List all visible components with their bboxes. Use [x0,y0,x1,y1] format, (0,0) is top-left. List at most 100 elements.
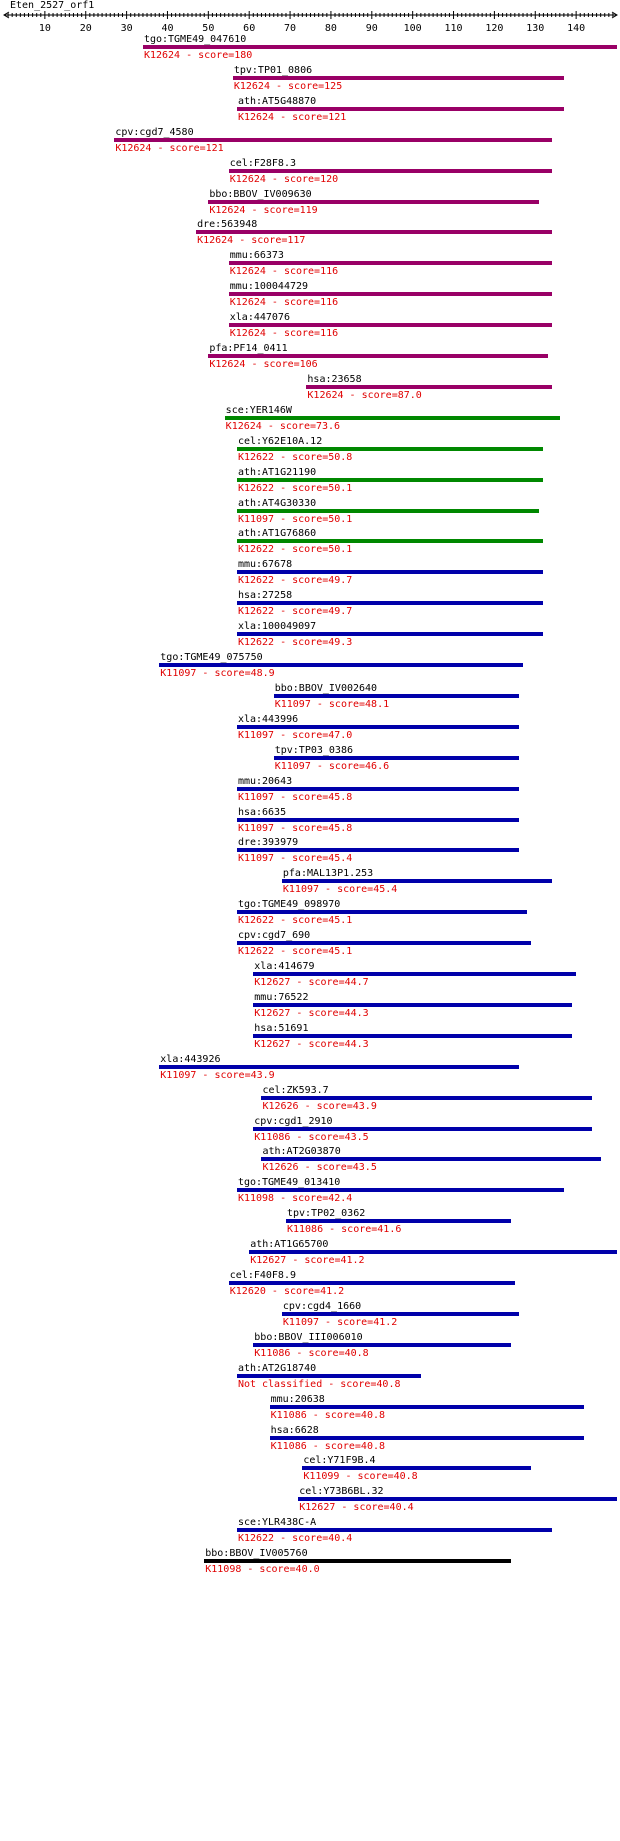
hit-alignment-bar[interactable] [236,724,519,729]
hit-gene-link[interactable]: xla:443996 [237,713,299,725]
hit-alignment-bar[interactable] [273,693,519,698]
hit-ko-score-link[interactable]: K12626 - score=43.5 [262,1162,377,1174]
hit-gene-link[interactable]: hsa:51691 [254,1022,309,1034]
hit-ko-score-link[interactable]: K11086 - score=41.6 [286,1224,402,1236]
hit-alignment-bar[interactable] [302,1466,532,1471]
hit-gene-link[interactable]: dre:393979 [237,837,299,849]
hit-gene-link[interactable]: bbo:BBOV_III006010 [254,1331,363,1343]
hit-alignment-bar[interactable] [204,1559,511,1564]
hit-alignment-bar[interactable] [261,1095,593,1100]
hit-gene-link[interactable]: sce:YER146W [225,404,292,416]
hit-alignment-bar[interactable] [236,1528,552,1533]
hit-gene-link[interactable]: mmu:66373 [229,250,284,262]
hit-ko-score-link[interactable]: K12624 - score=125 [233,80,343,92]
hit-alignment-bar[interactable] [228,292,552,297]
hit-ko-score-link[interactable]: K12622 - score=45.1 [237,946,353,958]
hit-gene-link[interactable]: tgo:TGME49_013410 [237,1177,341,1189]
hit-gene-link[interactable]: mmu:76522 [254,991,309,1003]
hit-ko-score-link[interactable]: K12627 - score=44.7 [254,977,369,988]
hit-ko-score-link[interactable]: K12624 - score=87.0 [307,389,422,401]
hit-alignment-bar[interactable] [249,1250,617,1255]
hit-alignment-bar[interactable] [196,230,552,235]
hit-alignment-bar[interactable] [159,1064,519,1069]
hit-alignment-bar[interactable] [236,477,544,482]
hit-ko-score-link[interactable]: K11097 - score=45.4 [282,884,398,896]
hit-ko-score-link[interactable]: K12624 - score=120 [229,173,339,185]
hit-gene-link[interactable]: bbo:BBOV_IV002640 [274,682,378,694]
hit-gene-link[interactable]: dre:563948 [197,219,258,231]
hit-ko-score-link[interactable]: K11097 - score=43.9 [160,1069,275,1081]
hit-alignment-bar[interactable] [298,1497,617,1502]
hit-gene-link[interactable]: bbo:BBOV_IV005760 [205,1548,308,1560]
hit-alignment-bar[interactable] [228,1281,515,1285]
hit-gene-link[interactable]: pfa:PF14_0411 [209,343,288,354]
hit-ko-score-link[interactable]: K12622 - score=49.3 [237,637,353,649]
hit-alignment-bar[interactable] [236,941,532,946]
hit-gene-link[interactable]: hsa:6628 [270,1424,319,1436]
hit-gene-link[interactable]: cel:F40F8.9 [229,1270,296,1281]
hit-gene-link[interactable]: ath:AT1G76860 [237,528,317,540]
hit-alignment-bar[interactable] [236,848,519,853]
hit-alignment-bar[interactable] [253,1033,573,1038]
hit-gene-link[interactable]: mmu:20638 [270,1393,325,1405]
hit-ko-score-link[interactable]: K11097 - score=46.6 [274,760,390,772]
hit-alignment-bar[interactable] [236,601,544,606]
hit-alignment-bar[interactable] [269,1404,585,1409]
hit-ko-score-link[interactable]: K12627 - score=41.2 [250,1255,365,1267]
hit-ko-score-link[interactable]: K11097 - score=45.8 [237,822,353,834]
hit-alignment-bar[interactable] [208,199,540,204]
hit-ko-score-link[interactable]: K12627 - score=44.3 [254,1038,369,1050]
hit-gene-link[interactable]: tpv:TP01_0806 [233,64,313,76]
hit-ko-score-link[interactable]: K12624 - score=116 [229,297,339,309]
hit-ko-score-link[interactable]: K12624 - score=73.6 [225,420,341,432]
hit-ko-score-link[interactable]: K11086 - score=43.5 [254,1131,369,1143]
hit-ko-score-link[interactable]: K11086 - score=40.8 [270,1409,386,1421]
hit-alignment-bar[interactable] [228,168,552,173]
hit-ko-score-link[interactable]: K11097 - score=45.8 [237,791,353,803]
hit-ko-score-link[interactable]: K12622 - score=45.1 [237,915,353,927]
hit-alignment-bar[interactable] [236,817,519,822]
hit-alignment-bar[interactable] [236,786,519,791]
hit-alignment-bar[interactable] [228,323,552,328]
hit-gene-link[interactable]: cel:Y73B6BL.32 [299,1486,384,1498]
hit-ko-score-link[interactable]: K11097 - score=41.2 [282,1316,398,1328]
hit-gene-link[interactable]: bbo:BBOV_IV009630 [209,188,312,200]
hit-gene-link[interactable]: xla:447076 [229,312,290,324]
hit-gene-link[interactable]: tpv:TP02_0362 [286,1208,366,1220]
hit-ko-score-link[interactable]: K11086 - score=40.8 [254,1347,369,1359]
hit-ko-score-link[interactable]: K11086 - score=40.8 [270,1440,386,1452]
hit-alignment-bar[interactable] [236,632,544,637]
hit-ko-score-link[interactable]: K11097 - score=45.4 [237,853,353,865]
hit-ko-score-link[interactable]: K12620 - score=41.2 [229,1286,345,1297]
hit-alignment-bar[interactable] [236,1373,421,1378]
hit-ko-score-link[interactable]: K12622 - score=50.8 [237,451,353,463]
hit-ko-score-link[interactable]: Not classified - score=40.8 [237,1378,401,1390]
hit-ko-score-link[interactable]: K12624 - score=116 [229,328,339,340]
hit-gene-link[interactable]: tgo:TGME49_047610 [143,34,247,45]
hit-gene-link[interactable]: xla:443926 [160,1053,221,1065]
hit-gene-link[interactable]: ath:AT5G48870 [237,95,317,107]
hit-ko-score-link[interactable]: K12627 - score=44.3 [254,1007,369,1019]
hit-gene-link[interactable]: cpv:cgd1_2910 [254,1115,333,1127]
hit-alignment-bar[interactable] [232,75,564,80]
hit-gene-link[interactable]: tpv:TP03_0386 [274,744,353,756]
hit-alignment-bar[interactable] [236,1188,564,1193]
hit-alignment-bar[interactable] [228,261,552,266]
hit-ko-score-link[interactable]: K12624 - score=180 [143,50,253,61]
hit-ko-score-link[interactable]: K11097 - score=48.9 [160,668,275,679]
hit-alignment-bar[interactable] [269,1435,585,1440]
hit-gene-link[interactable]: mmu:67678 [237,559,293,571]
hit-gene-link[interactable]: hsa:27258 [237,590,293,602]
hit-ko-score-link[interactable]: K12622 - score=40.4 [237,1533,353,1545]
hit-ko-score-link[interactable]: K12624 - score=106 [209,359,318,370]
hit-gene-link[interactable]: cel:ZK593.7 [262,1084,329,1096]
hit-alignment-bar[interactable] [236,910,528,915]
hit-gene-link[interactable]: cel:Y62E10A.12 [237,435,323,447]
hit-gene-link[interactable]: cpv:cgd4_1660 [282,1300,362,1312]
hit-ko-score-link[interactable]: K11097 - score=50.1 [237,513,353,525]
hit-gene-link[interactable]: ath:AT4G30330 [237,497,317,509]
hit-alignment-bar[interactable] [281,1311,519,1316]
hit-alignment-bar[interactable] [142,45,617,49]
hit-ko-score-link[interactable]: K12624 - score=121 [237,111,347,123]
hit-ko-score-link[interactable]: K12624 - score=116 [229,266,339,278]
